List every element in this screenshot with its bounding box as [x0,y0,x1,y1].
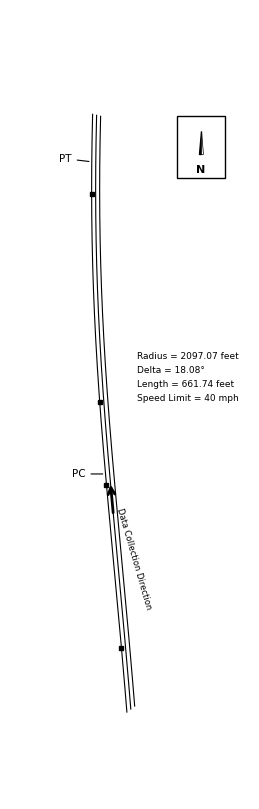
Text: N: N [196,165,206,175]
Polygon shape [201,131,203,154]
Polygon shape [199,131,201,154]
Text: Radius = 2097.07 feet
Delta = 18.08°
Length = 661.74 feet
Speed Limit = 40 mph: Radius = 2097.07 feet Delta = 18.08° Len… [137,352,239,403]
Text: Data Collection Direction: Data Collection Direction [115,507,153,611]
Text: PC: PC [72,469,103,479]
Text: PT: PT [59,154,89,163]
Bar [177,116,225,178]
